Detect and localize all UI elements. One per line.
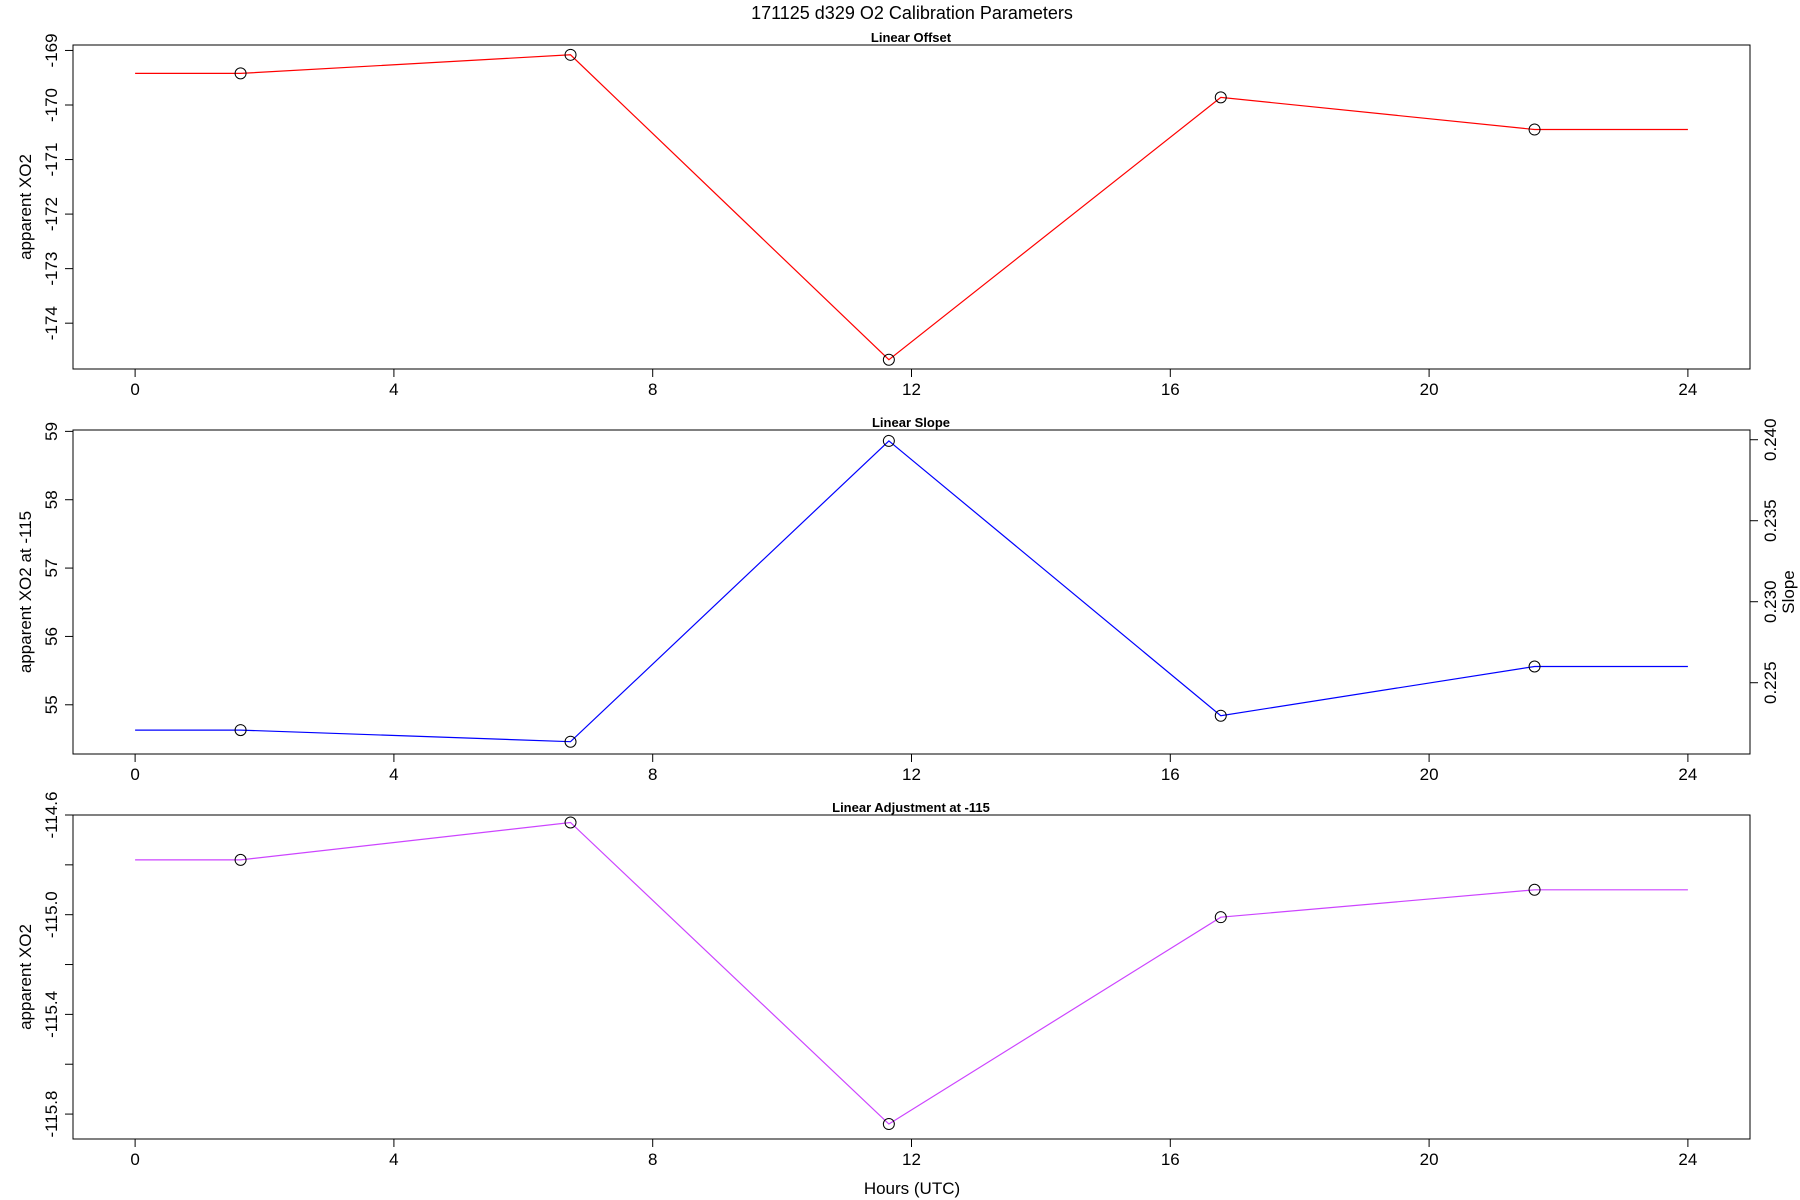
data-point-marker xyxy=(564,735,577,748)
data-point-marker xyxy=(234,853,247,866)
data-point-marker xyxy=(882,1118,895,1131)
y2-axis-label: Slope xyxy=(1779,570,1798,613)
panel-title: Linear Adjustment at -115 xyxy=(832,800,990,815)
y2-tick-label: 0.230 xyxy=(1761,580,1780,623)
y-tick-label: -114.6 xyxy=(42,792,61,839)
panel-title: Linear Slope xyxy=(872,415,950,430)
y-tick-label: -115.0 xyxy=(42,891,61,938)
y-tick-label: 58 xyxy=(42,490,61,509)
data-point-marker xyxy=(234,724,247,737)
data-point-marker xyxy=(882,353,895,366)
chart-panel-1: Linear Offset 0 4 8 12 16 20 24 -174 -173 -172 -171… xyxy=(16,30,1751,399)
x-tick-label: 8 xyxy=(648,1150,657,1169)
data-point-marker xyxy=(234,67,247,80)
x-tick-label: 12 xyxy=(902,765,921,784)
data-point-marker xyxy=(1214,709,1227,722)
y2-tick-label: 0.240 xyxy=(1761,418,1780,461)
plot-frame xyxy=(72,814,1751,1140)
series-line xyxy=(135,54,1688,361)
x-tick-label: 20 xyxy=(1420,1150,1439,1169)
y-axis-label: apparent XO2 xyxy=(16,924,35,1030)
y-tick-label: 55 xyxy=(42,695,61,714)
y-tick-label: -172 xyxy=(42,197,61,231)
y2-tick-label: 0.235 xyxy=(1761,499,1780,542)
data-point-marker xyxy=(1214,91,1227,104)
y-axis-label: apparent XO2 at -115 xyxy=(16,511,35,673)
x-tick-label: 24 xyxy=(1678,380,1697,399)
y-tick-label: 59 xyxy=(42,422,61,441)
y-tick-label: -174 xyxy=(42,306,61,340)
x-tick-label: 0 xyxy=(130,380,139,399)
y-tick-label: -115.8 xyxy=(42,1091,61,1138)
x-tick-label: 4 xyxy=(389,380,398,399)
plot-frame xyxy=(72,44,1751,370)
x-tick-label: 16 xyxy=(1161,1150,1180,1169)
data-point-marker xyxy=(1528,660,1541,673)
y-tick-label: 56 xyxy=(42,627,61,646)
data-point-marker xyxy=(564,816,577,829)
x-tick-label: 24 xyxy=(1678,1150,1697,1169)
x-tick-label: 8 xyxy=(648,765,657,784)
x-tick-label: 20 xyxy=(1420,765,1439,784)
data-point-marker xyxy=(1214,911,1227,924)
y-tick-label: -170 xyxy=(42,88,61,122)
data-point-marker xyxy=(882,434,895,447)
data-point-marker xyxy=(1528,883,1541,896)
series-line xyxy=(135,821,1688,1125)
x-tick-label: 16 xyxy=(1161,380,1180,399)
data-point-marker xyxy=(1528,123,1541,136)
chart-panel-3: Linear Adjustment at -115 0 4 8 12 16 20 24 -115… xyxy=(16,792,1751,1169)
y2-tick-label: 0.225 xyxy=(1761,661,1780,704)
x-tick-label: 12 xyxy=(902,380,921,399)
x-tick-label: 0 xyxy=(130,765,139,784)
figure-title: 171125 d329 O2 Calibration Parameters xyxy=(751,3,1073,23)
y-tick-label: -169 xyxy=(42,33,61,67)
x-tick-label: 4 xyxy=(389,1150,398,1169)
y-tick-label: -171 xyxy=(42,143,61,177)
chart-panel-2: Linear Slope 0 4 8 12 16 20 24 55 56 57 58 59 apparen… xyxy=(16,415,1798,784)
series-line xyxy=(135,440,1688,743)
panel-title: Linear Offset xyxy=(871,30,952,45)
x-tick-label: 24 xyxy=(1678,765,1697,784)
x-tick-label: 12 xyxy=(902,1150,921,1169)
x-tick-label: 8 xyxy=(648,380,657,399)
y-tick-label: -115.4 xyxy=(42,991,61,1038)
x-tick-label: 0 xyxy=(130,1150,139,1169)
y-tick-label: -173 xyxy=(42,252,61,286)
chart-panels: Linear Offset 0 4 8 12 16 20 24 -174 -173 -172 -171… xyxy=(16,30,1798,1169)
x-tick-label: 16 xyxy=(1161,765,1180,784)
x-tick-label: 20 xyxy=(1420,380,1439,399)
y-axis-label: apparent XO2 xyxy=(16,154,35,260)
data-point-marker xyxy=(564,48,577,61)
y-tick-label: 57 xyxy=(42,559,61,578)
x-tick-label: 4 xyxy=(389,765,398,784)
x-axis-label: Hours (UTC) xyxy=(864,1179,960,1198)
plot-frame xyxy=(72,429,1751,755)
